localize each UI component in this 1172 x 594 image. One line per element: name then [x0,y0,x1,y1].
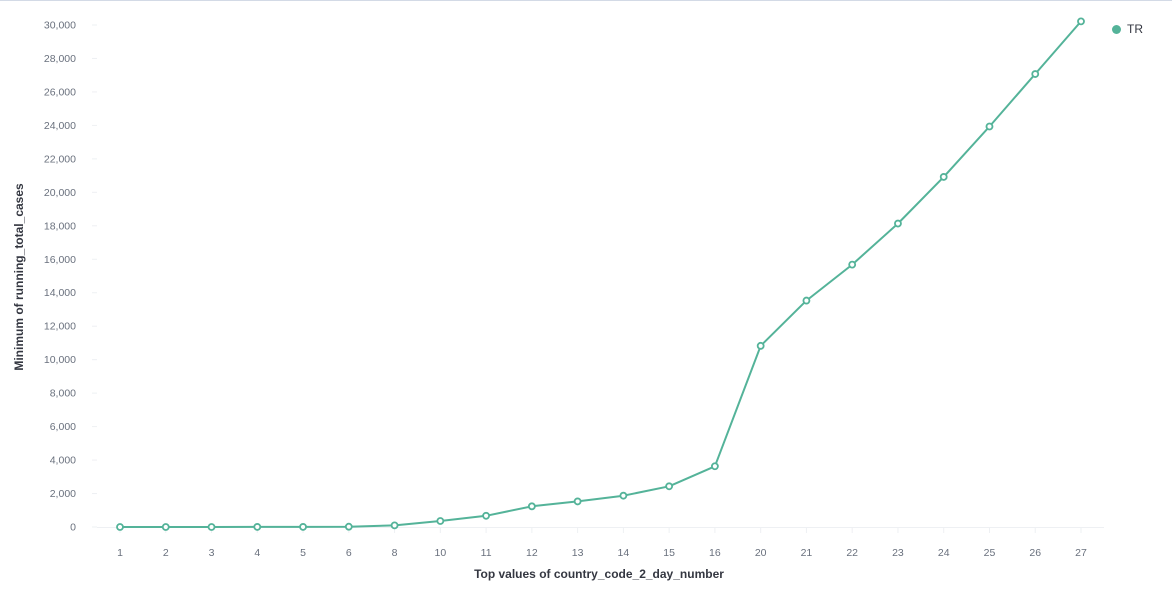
x-tick-label: 8 [392,547,398,559]
series-line-tr [120,20,1082,528]
data-point-24[interactable] [939,173,948,181]
data-point-27[interactable] [1077,17,1085,26]
y-tick-label: 28,000 [44,53,76,65]
data-point-11[interactable] [482,511,490,520]
x-tick-label: 22 [846,547,858,559]
data-point-14[interactable] [619,491,628,500]
y-tick-label: 30,000 [44,20,76,32]
y-tick-label: 24,000 [44,120,76,132]
x-tick-label: 23 [892,547,904,559]
data-point-23[interactable] [894,219,902,228]
x-tick-label: 6 [346,547,352,559]
data-point-25[interactable] [985,122,994,131]
data-point-15[interactable] [665,482,674,491]
x-tick-label: 26 [1029,547,1041,559]
x-tick-label: 5 [300,547,306,559]
x-axis: 1 2 3 4 5 6 8 10 11 12 13 14 15 16 20 21 22 23 24 25 26 27 [117,528,1087,559]
y-tick-label: 4,000 [50,455,76,467]
x-tick-label: 20 [755,547,767,559]
data-point-5[interactable] [299,523,307,531]
y-tick-label: 18,000 [44,220,76,232]
x-tick-label: 12 [526,547,538,559]
data-point-10[interactable] [436,517,445,525]
series-points [116,17,1085,531]
y-axis-title: Minimum of running_total_cases [12,183,26,371]
data-point-2[interactable] [161,523,170,531]
data-point-22[interactable] [848,260,857,269]
x-tick-label: 10 [434,547,446,559]
legend-item-tr[interactable]: TR [1112,22,1143,36]
y-tick-label: 20,000 [44,187,76,199]
legend-swatch [1112,24,1121,34]
x-tick-label: 2 [163,547,169,559]
top-border [0,0,1172,1]
y-tick-label: 6,000 [50,421,76,433]
x-tick-label: 27 [1075,547,1087,559]
y-tick-label: 22,000 [44,153,76,165]
data-point-8[interactable] [390,521,399,530]
data-point-13[interactable] [573,497,582,506]
x-tick-label: 14 [618,547,630,559]
y-tick-label: 16,000 [44,254,76,266]
y-tick-label: 8,000 [50,388,76,400]
x-tick-label: 4 [254,547,260,559]
data-point-16[interactable] [711,462,719,471]
data-point-3[interactable] [207,523,216,531]
data-point-6[interactable] [344,522,353,531]
y-tick-label: 14,000 [44,287,76,299]
y-tick-label: 26,000 [44,86,76,98]
y-tick-label: 10,000 [44,354,76,366]
x-tick-label: 1 [117,547,123,559]
y-axis: 0 2,000 4,000 6,000 8,000 10,000 12,000 14,000 1… [44,20,97,534]
data-point-1[interactable] [116,523,124,531]
x-tick-label: 13 [572,547,584,559]
x-tick-label: 3 [209,547,215,559]
x-axis-title: Top values of country_code_2_day_number [474,567,724,581]
legend-label: TR [1127,22,1143,36]
y-tick-label: 0 [70,522,76,534]
x-tick-label: 11 [481,547,492,559]
data-point-12[interactable] [527,502,536,511]
x-tick-label: 16 [709,547,721,559]
y-tick-label: 12,000 [44,321,76,333]
x-tick-label: 25 [984,547,996,559]
data-point-4[interactable] [253,523,262,531]
x-tick-label: 15 [663,547,675,559]
data-point-21[interactable] [802,296,811,305]
data-point-20[interactable] [756,341,765,350]
data-point-26[interactable] [1031,70,1040,78]
x-tick-label: 24 [938,547,950,559]
y-tick-label: 2,000 [50,488,76,500]
x-tick-label: 21 [801,547,813,559]
